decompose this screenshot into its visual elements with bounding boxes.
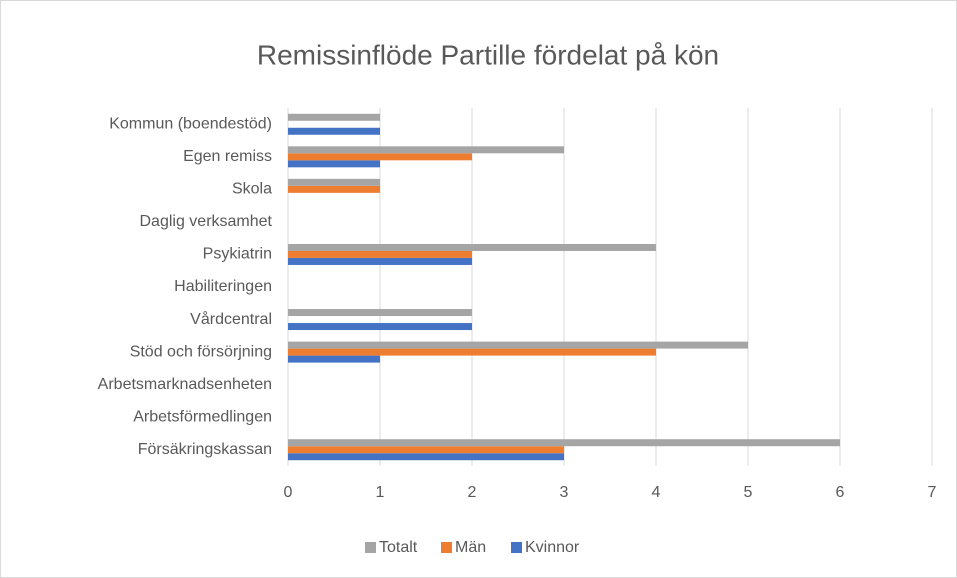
y-tick-label: Försäkringskassan	[138, 441, 272, 458]
legend-label: Kvinnor	[525, 539, 580, 556]
bar	[288, 127, 380, 135]
bar	[288, 153, 472, 161]
chart-title: Remissinflöde Partille fördelat på kön	[257, 39, 719, 70]
bar	[288, 185, 380, 193]
bar	[288, 160, 380, 168]
y-tick-label: Vårdcentral	[190, 310, 272, 328]
y-tick-label: Arbetsmarknadsenheten	[98, 376, 272, 393]
bar	[288, 113, 380, 121]
x-tick-label: 2	[468, 484, 477, 501]
bar	[288, 146, 564, 154]
legend-swatch	[511, 542, 522, 553]
bar	[288, 341, 748, 349]
y-tick-label: Egen remiss	[183, 148, 272, 165]
y-tick-label: Kommun (boendestöd)	[109, 115, 272, 132]
legend-label: Män	[455, 539, 486, 556]
bar	[288, 250, 472, 258]
y-tick-label: Stöd och försörjning	[130, 343, 272, 360]
bar	[288, 453, 564, 461]
x-tick-label: 6	[836, 484, 845, 501]
x-tick-label: 1	[376, 484, 385, 501]
bar	[288, 348, 656, 356]
legend-label: Totalt	[379, 539, 418, 556]
bar	[288, 439, 840, 447]
bar	[288, 446, 564, 454]
bar	[288, 323, 472, 331]
bar	[288, 355, 380, 363]
y-tick-label: Psykiatrin	[203, 246, 272, 263]
legend-swatch	[441, 542, 452, 553]
y-tick-label: Habiliteringen	[174, 278, 272, 295]
bar	[288, 178, 380, 186]
bar	[288, 257, 472, 265]
x-tick-label: 0	[284, 484, 293, 501]
x-tick-label: 7	[928, 484, 937, 501]
y-tick-label: Daglig verksamhet	[140, 213, 273, 230]
bar	[288, 309, 472, 317]
x-tick-label: 3	[560, 484, 569, 501]
y-tick-label: Arbetsförmedlingen	[133, 408, 272, 425]
x-tick-label: 4	[652, 484, 661, 501]
y-tick-label: Skola	[232, 181, 272, 198]
x-tick-label: 5	[744, 484, 753, 501]
legend-swatch	[365, 542, 376, 553]
bar	[288, 243, 656, 251]
